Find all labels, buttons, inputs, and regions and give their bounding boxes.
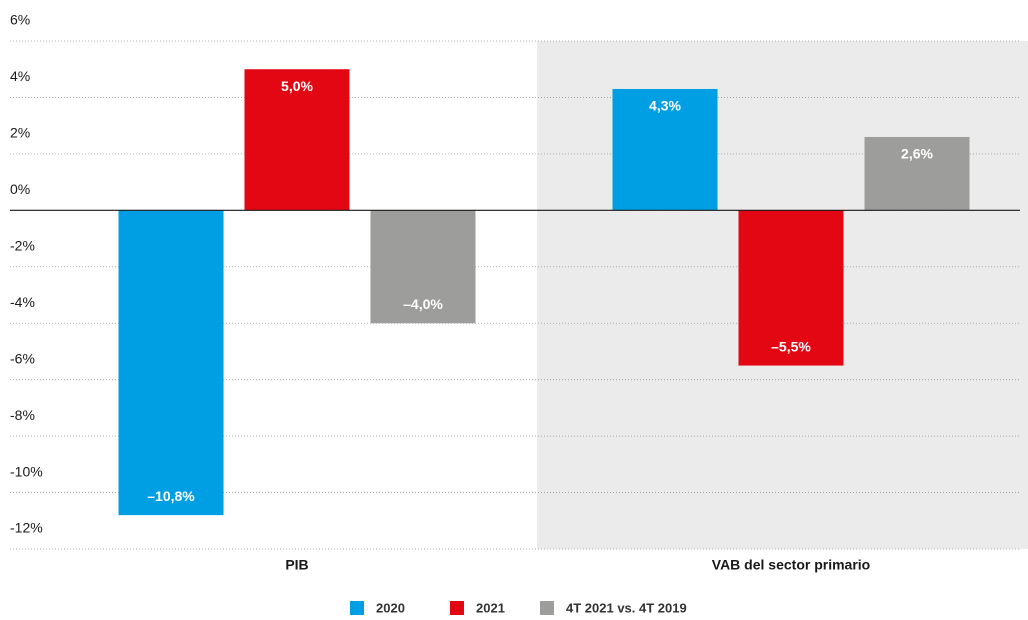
bar [244, 69, 350, 211]
y-tick-label: 0% [10, 181, 30, 197]
legend-label: 2021 [476, 600, 505, 615]
legend-label: 2020 [376, 600, 405, 615]
value-label: –5,5% [771, 338, 811, 354]
y-tick-label: -6% [10, 350, 35, 366]
bar [738, 210, 844, 366]
value-label: 4,3% [649, 98, 681, 114]
bar [864, 136, 970, 211]
legend-label: 4T 2021 vs. 4T 2019 [566, 600, 687, 615]
y-tick-label: -2% [10, 237, 35, 253]
legend-swatch [350, 601, 364, 615]
y-tick-label: -8% [10, 407, 35, 423]
value-label: 2,6% [901, 146, 933, 162]
bar [118, 210, 224, 516]
x-tick-label: PIB [285, 557, 308, 573]
bar [370, 210, 476, 324]
y-tick-label: -4% [10, 294, 35, 310]
value-label: –10,8% [147, 488, 195, 504]
value-label: –4,0% [403, 296, 443, 312]
x-tick-label: VAB del sector primario [712, 557, 870, 573]
value-label: 5,0% [281, 78, 313, 94]
bar [612, 88, 718, 211]
y-tick-label: 4% [10, 68, 30, 84]
y-tick-label: 2% [10, 125, 30, 141]
y-tick-label: 6% [10, 12, 30, 28]
y-tick-label: -12% [10, 520, 43, 536]
legend-swatch [450, 601, 464, 615]
legend-swatch [540, 601, 554, 615]
y-tick-label: -10% [10, 463, 43, 479]
